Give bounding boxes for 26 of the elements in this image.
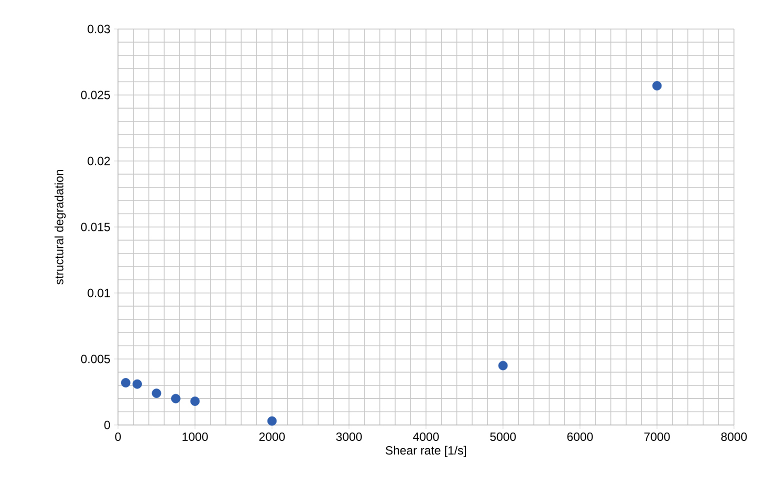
x-tick-label: 3000 [336,432,362,441]
y-tick-label: 0.03 [88,24,110,34]
y-tick-label: 0 [104,420,110,430]
point [190,396,200,406]
y-tick-label: 0.025 [81,90,110,100]
point [498,360,508,370]
y-tick-label: 0.015 [81,222,110,232]
point [267,416,277,426]
y-tick-label: 0.02 [88,156,110,166]
x-tick-label: 6000 [567,432,593,441]
x-tick-label: 8000 [721,432,747,441]
x-tick-label: 5000 [490,432,516,441]
x-tick-label: 1000 [182,432,208,441]
y-tick-label: 0.01 [88,288,110,298]
point [121,378,130,388]
x-tick-label: 0 [115,432,121,441]
y-axis-title: structural degradation [54,170,66,284]
x-tick-label: 2000 [259,432,285,441]
point [171,394,180,404]
point [652,81,662,90]
x-tick-label: 7000 [644,432,670,441]
point [132,379,142,389]
point [152,388,162,398]
x-tick-label: 4000 [412,432,439,441]
x-axis-title: Shear rate [1/s] [386,446,466,457]
y-tick-label: 0.005 [81,354,110,364]
